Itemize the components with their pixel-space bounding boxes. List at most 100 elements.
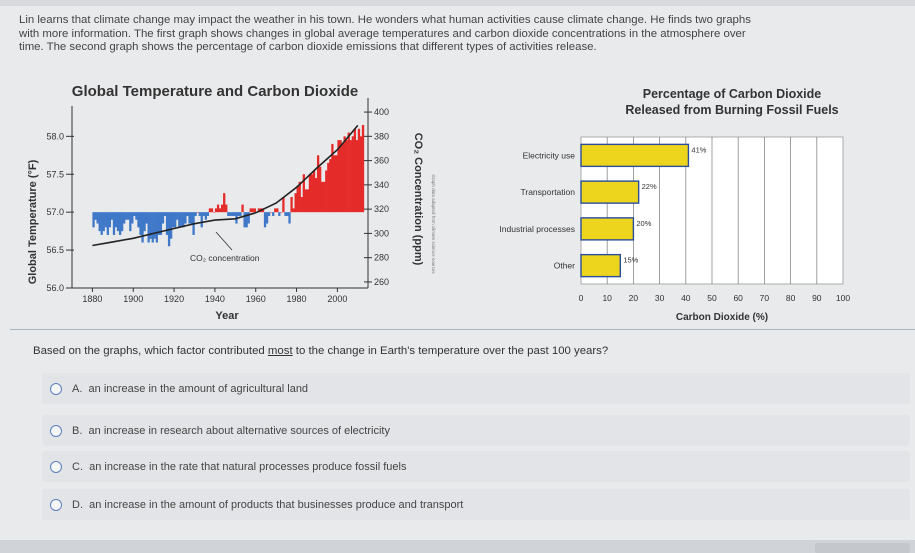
intro-line: time. The second graph shows the percent… — [19, 41, 597, 53]
temperature-bar — [163, 212, 167, 216]
temperature-bar — [169, 212, 173, 239]
temperature-bar — [312, 170, 316, 213]
temperature-bar — [145, 212, 148, 224]
x-tick-label: 0 — [579, 293, 584, 303]
choice-text: an increase in research about alternativ… — [88, 424, 390, 437]
choice-letter: D. — [72, 498, 83, 511]
temperature-bar — [174, 212, 177, 228]
temperature-bar — [349, 140, 352, 213]
choice-d[interactable]: D. an increase in the amount of products… — [42, 489, 910, 520]
data-label: 20% — [636, 219, 651, 228]
x-tick-label: 50 — [707, 293, 717, 303]
x-tick-label: 1940 — [205, 294, 225, 304]
temperature-bar — [335, 155, 338, 213]
temperature-bar — [178, 212, 181, 228]
temperature-bar — [202, 212, 205, 216]
x-tick-label: 20 — [629, 293, 639, 303]
bottom-nav-button[interactable] — [815, 543, 910, 553]
temperature-bar — [270, 212, 273, 213]
intro-line: Lin learns that climate change may impac… — [19, 14, 751, 26]
choice-label: B. an increase in research about alterna… — [72, 425, 390, 437]
temperature-bar — [96, 212, 99, 224]
temperature-bar — [225, 204, 228, 213]
intro-line: with more information. The first graph s… — [19, 27, 746, 40]
temperature-bar — [298, 181, 301, 213]
y2-tick-label: 360 — [374, 156, 389, 166]
x-tick-label: 70 — [760, 293, 770, 303]
y2-tick-label: 340 — [374, 180, 389, 190]
temperature-bar — [276, 208, 279, 213]
temperature-bar — [292, 208, 295, 213]
question-emphasis: most — [267, 345, 293, 357]
temperature-bar — [253, 208, 256, 213]
radio-button[interactable] — [50, 460, 62, 473]
choice-a[interactable]: A. an increase in the amount of agricult… — [42, 373, 910, 404]
temperature-bar — [357, 128, 361, 213]
temperature-bar — [118, 212, 122, 235]
x-tick-label: 1980 — [287, 294, 307, 304]
temperature-bar — [237, 212, 240, 216]
temperature-bar — [284, 212, 287, 216]
temperature-bar — [286, 212, 289, 216]
temperature-bar — [161, 212, 165, 224]
temperature-bars — [92, 124, 365, 247]
top-strip — [0, 0, 915, 6]
radio-button[interactable] — [50, 424, 62, 437]
temperature-bar — [153, 212, 156, 239]
temperature-bar — [314, 178, 318, 213]
temperature-bar — [274, 208, 277, 213]
temperature-bar — [345, 140, 348, 213]
radio-button[interactable] — [50, 382, 62, 395]
temperature-bar — [98, 212, 101, 232]
temperature-bar — [131, 212, 134, 224]
question-text: Based on the graphs, which factor contri… — [33, 345, 608, 357]
temperature-bar — [290, 197, 293, 213]
temperature-bar — [110, 212, 114, 220]
temperature-bar — [300, 197, 303, 213]
temperature-bar — [151, 212, 154, 243]
temperature-bar — [127, 212, 130, 220]
y2-tick-label: 260 — [374, 277, 389, 287]
choice-label: C. an increase in the rate that natural … — [72, 461, 406, 473]
choice-letter: A. — [72, 382, 83, 395]
temperature-bar — [176, 212, 179, 220]
x-tick-label: 40 — [681, 293, 691, 303]
radio-button[interactable] — [50, 498, 62, 511]
x-tick-label: 100 — [836, 293, 850, 303]
temperature-bar — [216, 204, 220, 213]
temperature-bar — [347, 132, 350, 213]
temperature-bar — [116, 212, 120, 232]
x-tick-label: 90 — [812, 293, 822, 303]
y2-tick-label: 320 — [374, 204, 389, 214]
category-label: Other — [554, 261, 575, 271]
choice-c[interactable]: C. an increase in the rate that natural … — [42, 451, 910, 482]
temperature-bar — [157, 212, 161, 235]
temperature-bar — [182, 212, 185, 228]
temperature-bar — [337, 140, 340, 213]
temperature-bar — [159, 212, 163, 235]
temperature-bar — [294, 193, 297, 213]
temperature-bar — [267, 212, 271, 216]
temperature-bar — [190, 212, 193, 224]
temperature-bar — [186, 212, 189, 216]
temperature-bar — [280, 212, 283, 213]
temperature-bar — [339, 140, 342, 213]
percentage-bar — [580, 217, 635, 241]
temperature-bar — [353, 128, 356, 213]
temperature-bar — [355, 140, 359, 213]
choice-b[interactable]: B. an increase in research about alterna… — [42, 415, 910, 446]
temperature-bar — [198, 212, 201, 216]
temperature-bar — [133, 212, 136, 216]
temperature-bar — [308, 174, 312, 213]
chart1-xlabel: Year — [215, 310, 239, 322]
temperature-bar — [92, 212, 95, 228]
choice-label: D. an increase in the amount of products… — [72, 499, 463, 511]
temperature-bar — [319, 166, 322, 213]
temperature-bar — [208, 208, 212, 213]
question-suffix: to the change in Earth's temperature ove… — [292, 345, 609, 357]
temperature-bar — [351, 136, 354, 213]
chart2-title-line1: Percentage of Carbon Dioxide — [643, 87, 822, 101]
x-tick-label: 1900 — [123, 294, 143, 304]
category-label: Electricity use — [523, 150, 576, 160]
co2-line — [92, 124, 359, 247]
